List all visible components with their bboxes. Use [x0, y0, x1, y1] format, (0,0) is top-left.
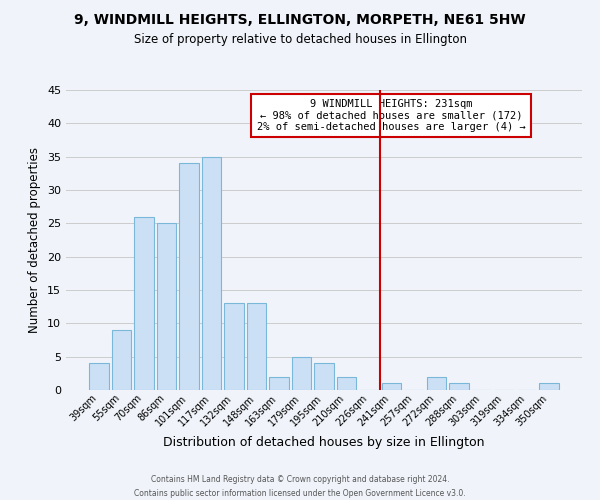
- Text: Size of property relative to detached houses in Ellington: Size of property relative to detached ho…: [133, 32, 467, 46]
- Bar: [269, 376, 289, 390]
- Bar: [427, 376, 446, 390]
- Bar: [202, 156, 221, 390]
- Bar: [89, 364, 109, 390]
- Bar: [539, 384, 559, 390]
- Text: 9, WINDMILL HEIGHTS, ELLINGTON, MORPETH, NE61 5HW: 9, WINDMILL HEIGHTS, ELLINGTON, MORPETH,…: [74, 12, 526, 26]
- Bar: [292, 356, 311, 390]
- Bar: [449, 384, 469, 390]
- Y-axis label: Number of detached properties: Number of detached properties: [28, 147, 41, 333]
- Bar: [112, 330, 131, 390]
- Bar: [134, 216, 154, 390]
- Bar: [157, 224, 176, 390]
- Bar: [382, 384, 401, 390]
- Bar: [337, 376, 356, 390]
- Bar: [247, 304, 266, 390]
- Bar: [314, 364, 334, 390]
- Bar: [179, 164, 199, 390]
- Bar: [224, 304, 244, 390]
- Text: Contains HM Land Registry data © Crown copyright and database right 2024.
Contai: Contains HM Land Registry data © Crown c…: [134, 476, 466, 498]
- Text: 9 WINDMILL HEIGHTS: 231sqm
← 98% of detached houses are smaller (172)
2% of semi: 9 WINDMILL HEIGHTS: 231sqm ← 98% of deta…: [257, 99, 526, 132]
- X-axis label: Distribution of detached houses by size in Ellington: Distribution of detached houses by size …: [163, 436, 485, 449]
